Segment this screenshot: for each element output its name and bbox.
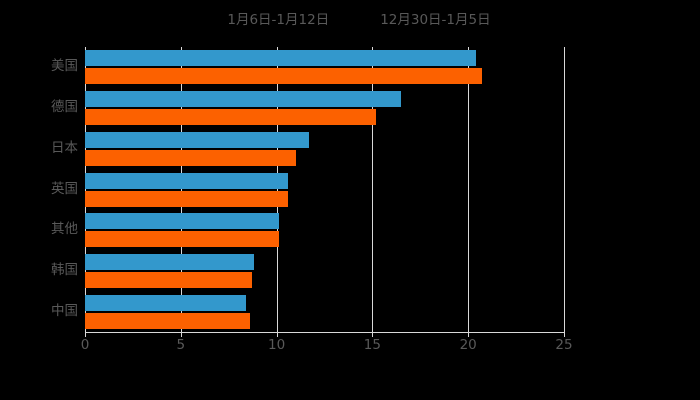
y-tick-label: 美国 xyxy=(51,58,78,75)
bar-series-2[interactable] xyxy=(85,68,482,85)
legend-label-series-2: 12月30日-1月5日 xyxy=(380,12,491,29)
x-gridline xyxy=(180,47,182,332)
x-axis-labels: 0 5 10 15 20 25 xyxy=(0,337,700,359)
bar-series-1[interactable] xyxy=(85,213,279,230)
x-tick-label: 25 xyxy=(555,337,573,353)
x-gridline xyxy=(468,47,470,332)
x-tick-label: 5 xyxy=(176,337,186,353)
legend-label-series-1: 1月6日-1月12日 xyxy=(227,12,330,29)
y-tick-label: 德国 xyxy=(51,99,78,116)
chart-legend: 1月6日-1月12日 12月30日-1月5日 xyxy=(0,8,700,34)
bar-series-2[interactable] xyxy=(85,271,252,288)
x-tick-mark xyxy=(276,332,278,337)
x-tick-mark xyxy=(564,332,565,337)
x-tick-label: 20 xyxy=(459,337,477,353)
bar-series-1[interactable] xyxy=(85,50,476,67)
bar-series-2[interactable] xyxy=(85,231,279,248)
bar-series-1[interactable] xyxy=(85,253,254,270)
x-tick-mark xyxy=(180,332,182,337)
bar-series-1[interactable] xyxy=(85,172,289,189)
x-tick-label: 10 xyxy=(268,337,286,353)
y-tick-label: 中国 xyxy=(51,302,78,319)
y-axis-labels: 美国德国日本英国其他韩国中国 xyxy=(0,47,78,332)
y-tick-label: 韩国 xyxy=(51,261,78,278)
x-gridline xyxy=(85,47,86,332)
y-tick-label: 英国 xyxy=(51,180,78,197)
legend-marker-circle-icon xyxy=(209,16,220,27)
legend-marker-square-icon xyxy=(363,16,373,26)
x-tick-mark xyxy=(85,332,86,337)
x-tick-label: 0 xyxy=(80,337,90,353)
y-tick-label: 其他 xyxy=(51,221,78,238)
bar-series-2[interactable] xyxy=(85,312,250,329)
x-axis-line xyxy=(85,332,565,333)
bar-series-2[interactable] xyxy=(85,109,377,126)
x-gridline xyxy=(276,47,278,332)
bar-series-2[interactable] xyxy=(85,149,296,166)
x-tick-mark xyxy=(372,332,374,337)
legend-item-series-1[interactable]: 1月6日-1月12日 xyxy=(209,14,329,28)
bar-series-1[interactable] xyxy=(85,91,402,108)
x-tick-label: 15 xyxy=(363,337,381,353)
bar-series-1[interactable] xyxy=(85,294,246,311)
bar-series-2[interactable] xyxy=(85,190,289,207)
x-tick-mark xyxy=(468,332,470,337)
legend-item-series-2[interactable]: 12月30日-1月5日 xyxy=(363,14,490,28)
plot-area xyxy=(85,47,565,332)
y-tick-label: 日本 xyxy=(51,139,78,156)
bar-series-1[interactable] xyxy=(85,131,310,148)
x-gridline xyxy=(564,47,565,332)
x-gridline xyxy=(372,47,374,332)
